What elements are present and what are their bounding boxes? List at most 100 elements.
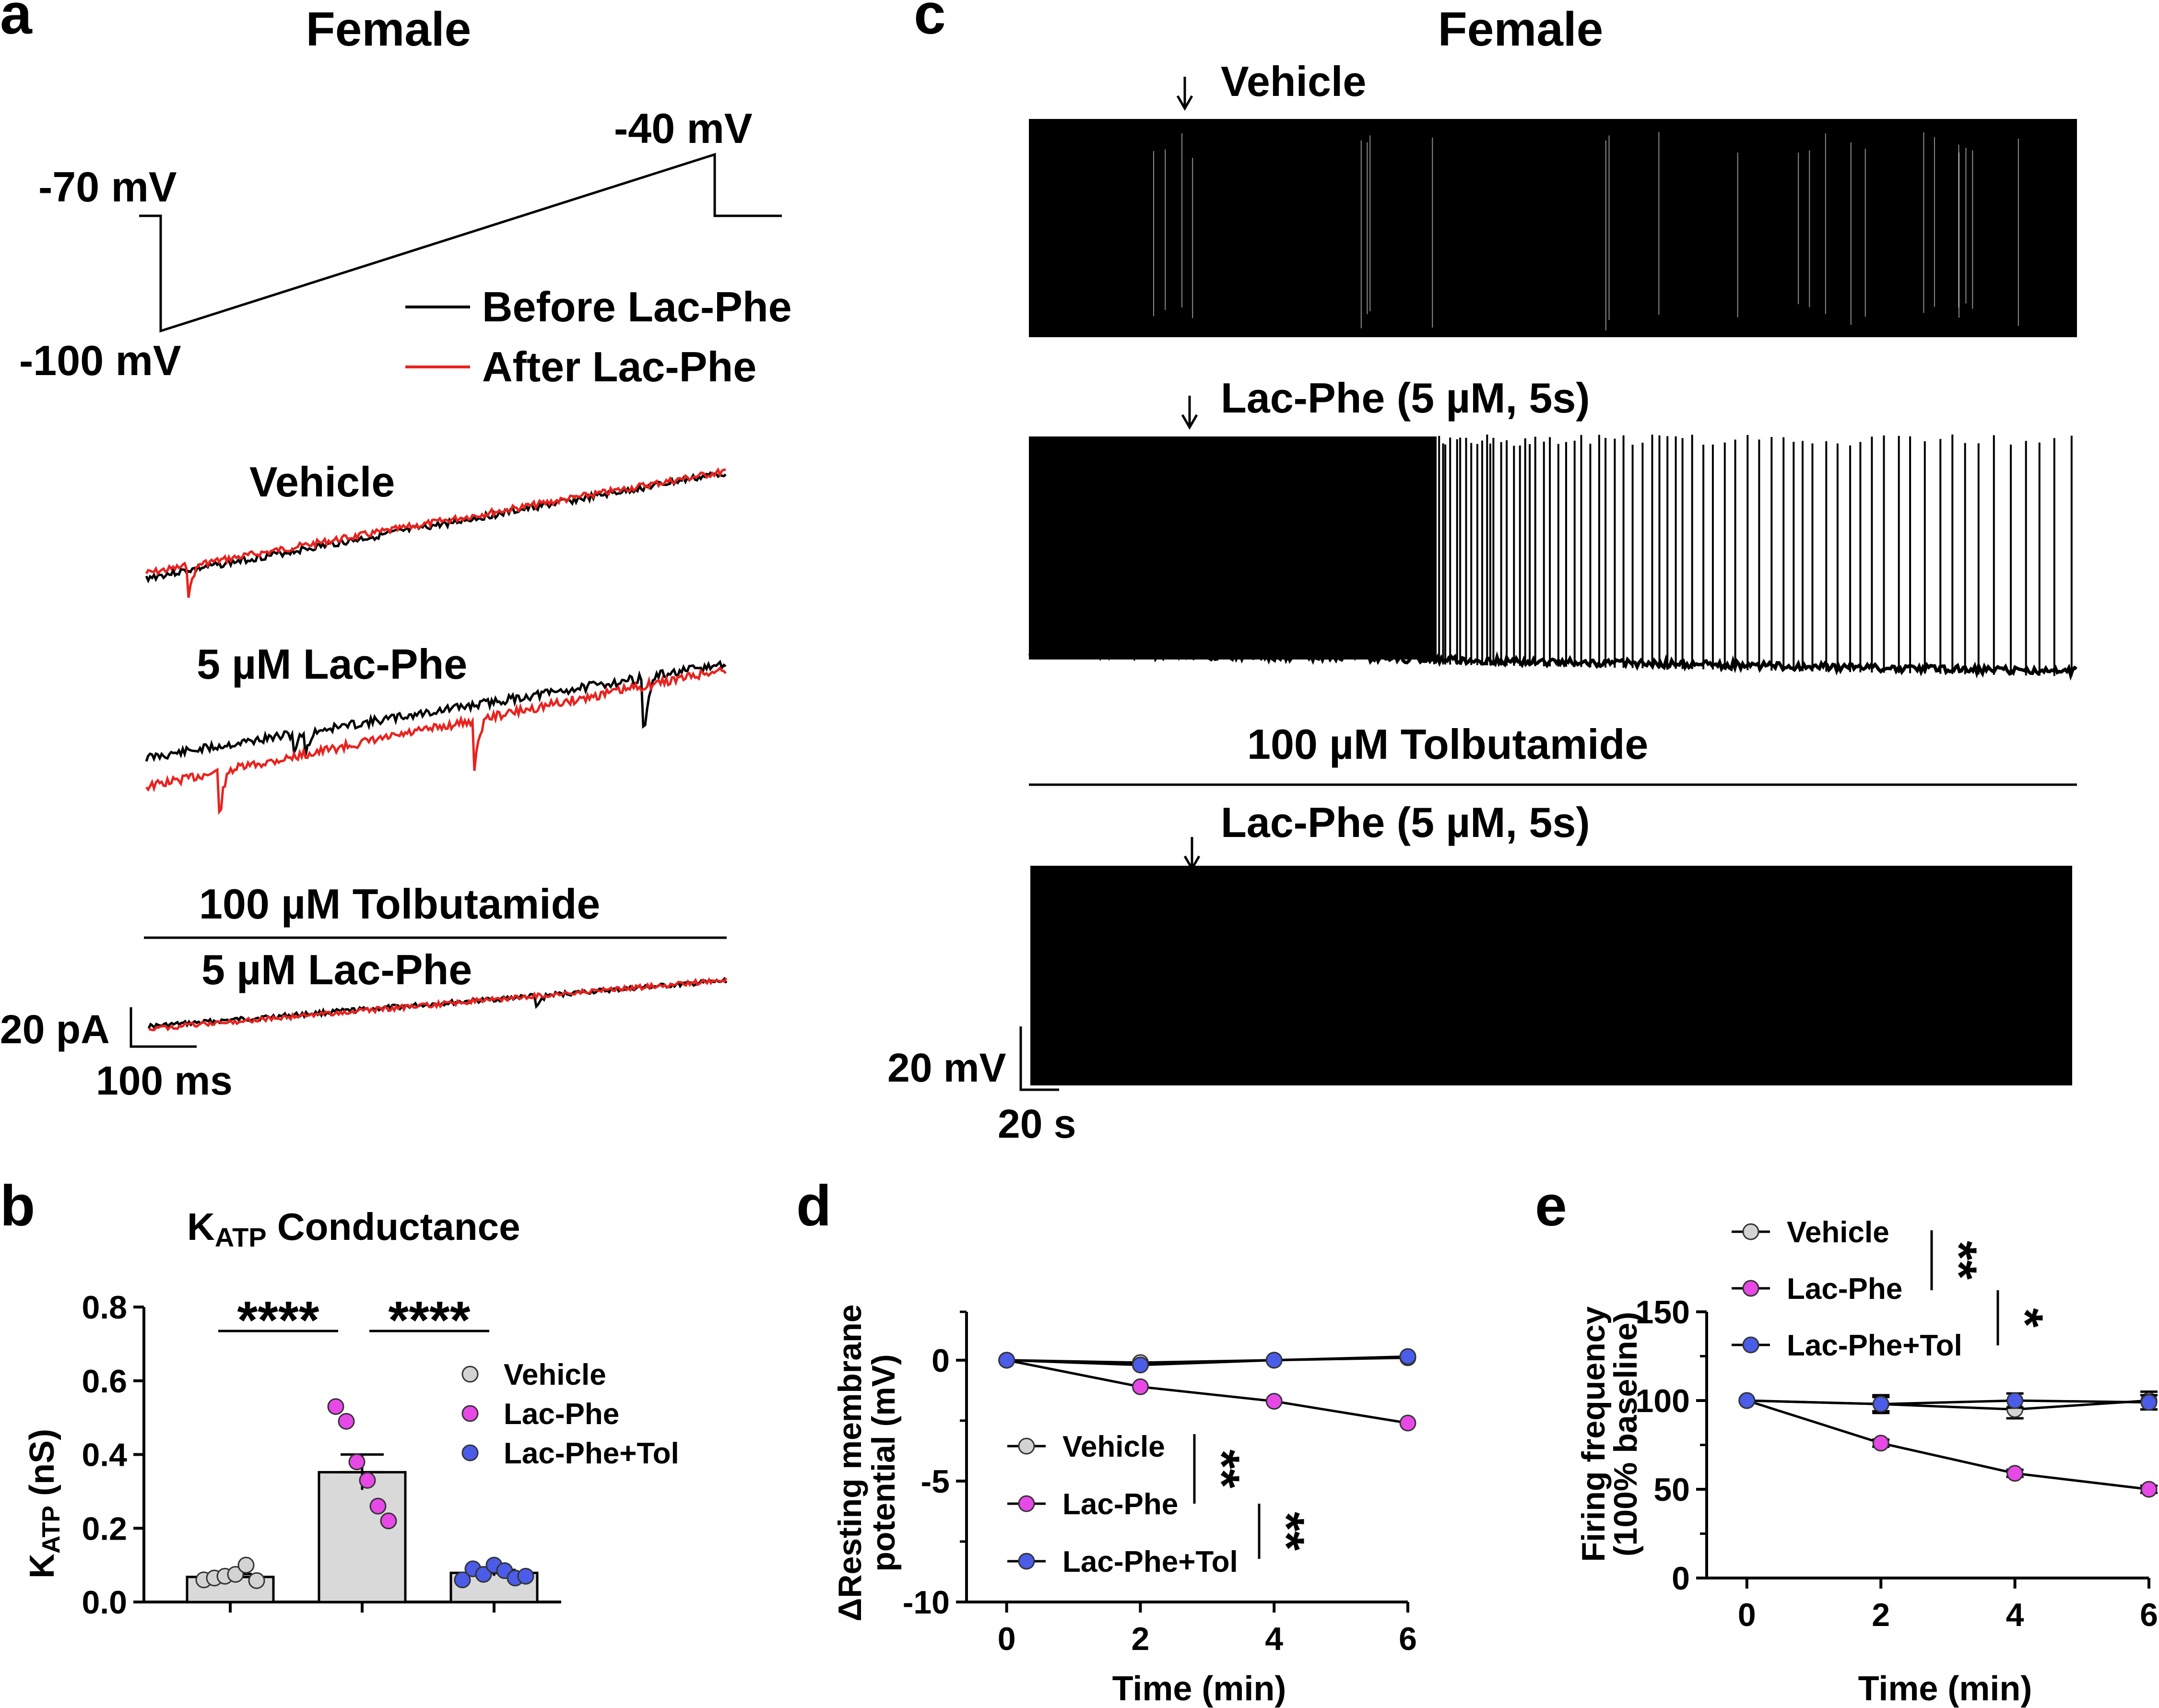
data-point [227, 1566, 244, 1583]
y-tick-label: -10 [903, 1584, 950, 1621]
trace-lacphe-after [145, 666, 727, 815]
data-point [517, 1567, 534, 1585]
panel-e: e Firing frequency (100% baseline) Time … [1535, 1174, 2158, 1708]
legend-label: Vehicle [504, 1358, 606, 1391]
panel-d-letter: d [796, 1174, 831, 1238]
panel-d-ylabel-1: ΔResting membrane [832, 1304, 868, 1621]
y-tick-label: 0.6 [82, 1363, 127, 1400]
panel-e-ylabel-2: (100% baseline) [1607, 1312, 1644, 1556]
trace-vehicle [145, 467, 727, 598]
trace-c-vehicle-label: Vehicle [1221, 58, 1366, 105]
panel-a-title: Female [306, 2, 472, 56]
data-point [327, 1398, 344, 1415]
series-point [1872, 1435, 1889, 1452]
trace-lacphe-label: 5 µM Lac-Phe [197, 640, 467, 688]
series-point [2006, 1465, 2024, 1482]
panel-c: c Female Vehicle Lac-Phe (5 µM, 5s) 100 … [887, 0, 2077, 1146]
panel-c-title: Female [1438, 2, 1604, 56]
panel-b-title-k: K [187, 1205, 215, 1248]
protocol-hold-label: -70 mV [38, 163, 177, 211]
trace-lacphe [145, 660, 727, 815]
trace-c-tol [1030, 866, 2072, 1085]
y-tick-label: 100 [1636, 1383, 1690, 1419]
sig-stars: ** [1259, 1512, 1314, 1551]
data-point [369, 1497, 387, 1515]
x-tick-label: 6 [2140, 1597, 2158, 1633]
trace-vehicle-after [145, 467, 726, 598]
sig-stars: * [1997, 1308, 2053, 1328]
panel-b-legend: Vehicle Lac-Phe Lac-Phe+Tol [461, 1358, 679, 1470]
x-tick-label: 4 [2006, 1597, 2024, 1633]
sig-stars: ** [1931, 1241, 1987, 1280]
sig-stars: **** [237, 1291, 319, 1350]
series-point [2140, 1481, 2158, 1498]
legend-marker [1018, 1495, 1035, 1512]
trace-tol-label: 100 µM Tolbutamide [199, 880, 600, 928]
scale-c-x-label: 20 s [998, 1101, 1076, 1146]
trace-c-tol-sub-label: Lac-Phe (5 µM, 5s) [1221, 799, 1590, 846]
y-tick-label: 150 [1636, 1294, 1690, 1331]
legend-label: Lac-Phe [1787, 1272, 1902, 1306]
series-line [1746, 1399, 2149, 1405]
x-tick-label: 6 [1399, 1621, 1417, 1657]
series-line [1006, 1359, 1408, 1425]
legend-label: Lac-Phe+Tol [1062, 1545, 1238, 1578]
series-point [998, 1352, 1015, 1369]
legend-after-label: After Lac-Phe [482, 343, 756, 390]
legend-marker [1742, 1336, 1759, 1354]
data-point [454, 1571, 471, 1589]
series-line [1006, 1355, 1408, 1366]
y-tick-label: -5 [921, 1463, 950, 1500]
arrow-c3 [1183, 837, 1201, 872]
x-tick-label: 2 [1132, 1621, 1150, 1657]
trace-c-lacphe-baseline [1028, 644, 2077, 681]
legend-label: Lac-Phe+Tol [1787, 1329, 1962, 1362]
data-point [248, 1572, 265, 1589]
series-line [1746, 1399, 2149, 1491]
legend-marker [1742, 1223, 1759, 1240]
data-point [380, 1512, 397, 1530]
series-point [1738, 1392, 1756, 1409]
panel-d-axes: -10 -5 0 0 2 4 6 [903, 1310, 1417, 1657]
data-point [237, 1556, 255, 1574]
legend-marker [1018, 1437, 1035, 1455]
x-tick-label: 0 [1738, 1597, 1756, 1633]
sig-stars: ** [1194, 1449, 1250, 1488]
trace-tol-after [148, 977, 728, 1032]
panel-b-letter: b [0, 1174, 35, 1238]
panel-b-ylabel-rest: (nS) [23, 1429, 61, 1506]
bar [318, 1471, 407, 1603]
trace-lacphe-before [145, 660, 727, 762]
arrow-c1 [1176, 77, 1193, 111]
legend-marker [461, 1444, 479, 1461]
panel-d-series [998, 1348, 1416, 1432]
panel-d-ylabel-2: potential (mV) [865, 1354, 902, 1571]
trace-vehicle-label: Vehicle [249, 458, 395, 506]
panel-b-ylabel-sub: ATP [37, 1506, 65, 1554]
legend-label: Lac-Phe [504, 1398, 619, 1431]
series-point [1399, 1414, 1416, 1432]
legend-label: Vehicle [1787, 1216, 1889, 1249]
series-point [2140, 1394, 2158, 1411]
panel-d-legend: Vehicle Lac-Phe Lac-Phe+Tol **** [1007, 1430, 1314, 1578]
trace-c-lacphe-sparse [1433, 434, 2073, 676]
y-tick-label: 0.8 [82, 1289, 127, 1326]
panel-c-letter: c [914, 0, 946, 46]
y-tick-label: 0 [1672, 1560, 1690, 1597]
voltage-protocol [139, 153, 782, 333]
series-point [1265, 1393, 1283, 1410]
panel-b-ylabel-k: K [23, 1554, 61, 1578]
series-point [1872, 1395, 1889, 1413]
data-point [475, 1566, 492, 1583]
panel-e-xlabel: Time (min) [1858, 1670, 2032, 1708]
y-tick-label: 0.0 [82, 1584, 127, 1621]
protocol-start-label: -100 mV [19, 337, 181, 384]
scale-a-x-label: 100 ms [96, 1058, 233, 1103]
scale-bar-a [130, 1007, 197, 1048]
legend-label: Vehicle [1062, 1430, 1165, 1463]
x-tick-label: 2 [1872, 1597, 1890, 1633]
panel-e-series [1738, 1390, 2158, 1498]
arrow-c2 [1181, 396, 1198, 430]
series-point [1132, 1378, 1149, 1395]
